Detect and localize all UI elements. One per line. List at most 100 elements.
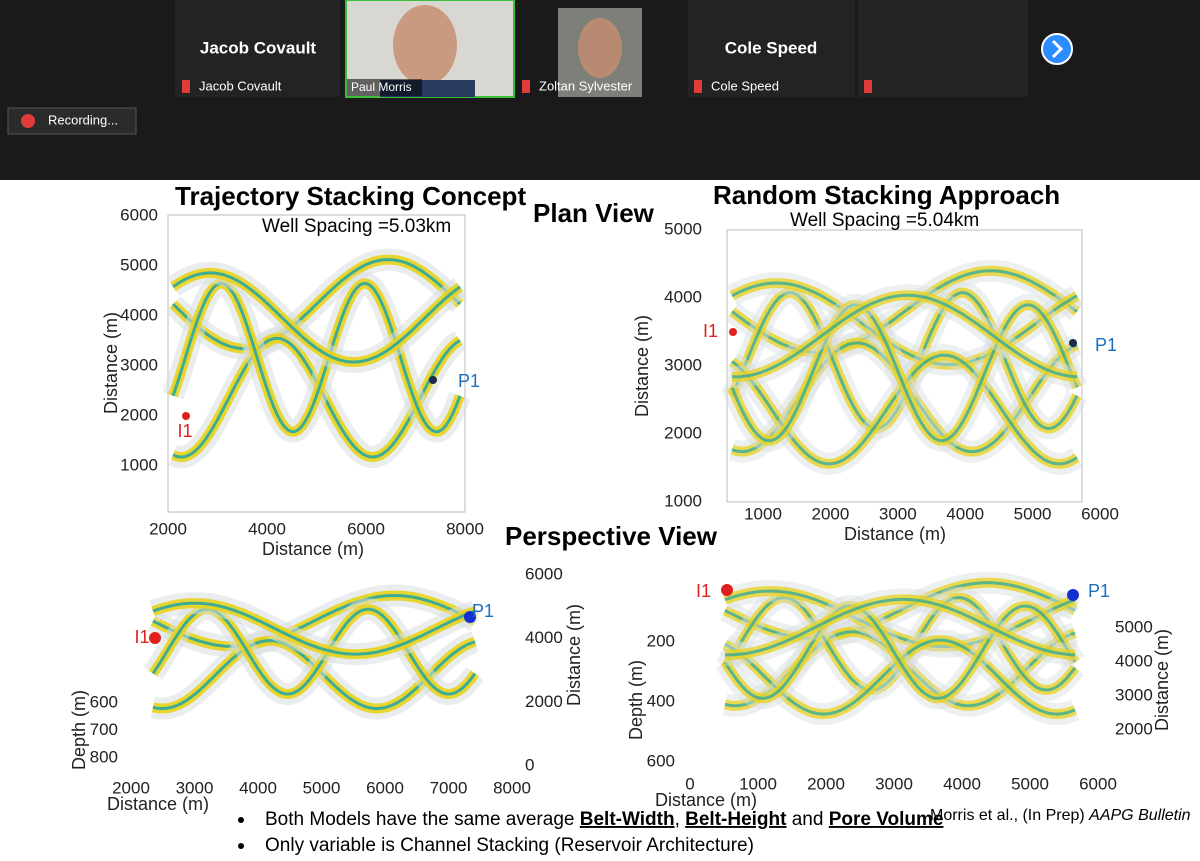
x-tick-label: 3000 bbox=[176, 778, 214, 797]
x-tick-label: 2000 bbox=[807, 774, 845, 793]
y2-axis-label: Distance (m) bbox=[564, 604, 584, 706]
y-tick-label: 1000 bbox=[664, 491, 702, 510]
slide-title: Random Stacking Approach bbox=[713, 180, 1060, 210]
x-tick-label: 6000 bbox=[1079, 774, 1117, 793]
text: Belt-Height bbox=[685, 809, 787, 830]
face bbox=[393, 5, 457, 85]
y-axis-label: Distance (m) bbox=[101, 312, 121, 414]
producer-label: P1 bbox=[1095, 335, 1117, 355]
tile bbox=[175, 0, 340, 97]
channel-belt bbox=[723, 604, 1077, 700]
citation: Morris et al., (In Prep) AAPG Bulletin bbox=[930, 807, 1191, 824]
text: , bbox=[675, 809, 686, 830]
channel-belt bbox=[171, 258, 462, 351]
well-spacing: Well Spacing =5.03km bbox=[262, 216, 451, 237]
injector-label: I1 bbox=[177, 421, 192, 441]
text: Pore Volume bbox=[829, 809, 944, 830]
channel-belt bbox=[731, 281, 1078, 367]
x-tick-label: 3000 bbox=[879, 504, 917, 523]
record-dot bbox=[21, 114, 35, 128]
x-tick-label: 5000 bbox=[303, 778, 341, 797]
recording-indicator[interactable] bbox=[7, 107, 137, 135]
x-tick-label: 0 bbox=[685, 774, 694, 793]
y-tick-label: 5000 bbox=[120, 255, 158, 274]
section-label: Perspective View bbox=[505, 521, 718, 551]
x-tick-label: 8000 bbox=[493, 778, 531, 797]
injector-label: I1 bbox=[703, 321, 718, 341]
channel-belt bbox=[152, 601, 476, 656]
y-axis-label: Distance (m) bbox=[632, 315, 652, 417]
x-tick-label: 4000 bbox=[946, 504, 984, 523]
y-tick-label: 1000 bbox=[120, 455, 158, 474]
mute-icons bbox=[182, 80, 872, 93]
y2-tick-label: 5000 bbox=[1115, 617, 1153, 636]
channel-belt bbox=[172, 271, 461, 364]
x-tick-label: 8000 bbox=[446, 519, 484, 538]
y2-axis-label: Distance (m) bbox=[1152, 629, 1172, 731]
plot-frame bbox=[167, 214, 466, 513]
x-axis-label: Distance (m) bbox=[107, 794, 209, 814]
tile-title: Cole Speed bbox=[725, 38, 818, 57]
producer-well bbox=[1069, 339, 1077, 347]
producer-label: P1 bbox=[1088, 581, 1110, 601]
y-tick-label: 3000 bbox=[120, 355, 158, 374]
x-tick-label: 2000 bbox=[149, 519, 187, 538]
x-tick-label: 6000 bbox=[1081, 504, 1119, 523]
x-tick-label: 2000 bbox=[112, 778, 150, 797]
channel-belt bbox=[152, 593, 476, 649]
bullet: Only variable is Channel Stacking (Reser… bbox=[265, 835, 754, 856]
text: and bbox=[786, 809, 828, 830]
next-page-button[interactable] bbox=[1041, 33, 1073, 65]
y-tick-label: 200 bbox=[647, 631, 675, 650]
text: Only variable is Channel Stacking (Reser… bbox=[265, 835, 754, 856]
tile bbox=[688, 0, 855, 97]
y2-tick-label: 0 bbox=[525, 755, 534, 774]
channel-belt bbox=[724, 589, 1076, 649]
tile-label: Paul Morris bbox=[351, 80, 412, 94]
x-tick-label: 4000 bbox=[943, 774, 981, 793]
y-tick-label: 800 bbox=[90, 747, 118, 766]
producer-label: P1 bbox=[458, 371, 480, 391]
x-axis-label: Distance (m) bbox=[262, 539, 364, 559]
plots: 2000 4000 6000 8000100020003000400050006000… bbox=[69, 205, 1172, 813]
tile-label: Jacob Covault bbox=[199, 78, 282, 93]
x-tick-label: 4000 bbox=[248, 519, 286, 538]
x-tick-label: 4000 bbox=[239, 778, 277, 797]
y-tick-label: 400 bbox=[647, 691, 675, 710]
section-label: Plan View bbox=[533, 198, 655, 228]
x-axis-label: Distance (m) bbox=[844, 524, 946, 544]
x-tick-label: 3000 bbox=[875, 774, 913, 793]
x-tick-label: 5000 bbox=[1014, 504, 1052, 523]
slide-title: Trajectory Stacking Concept bbox=[175, 181, 526, 211]
tile-title: Jacob Covault bbox=[200, 38, 317, 57]
y-tick-label: 600 bbox=[647, 751, 675, 770]
text: Morris et al., (In Prep) bbox=[930, 807, 1089, 824]
tile-label: Cole Speed bbox=[711, 78, 779, 93]
text: Both Models have the same average bbox=[265, 809, 580, 830]
bullet-dot bbox=[238, 843, 244, 849]
face bbox=[578, 18, 622, 78]
y-tick-label: 2000 bbox=[120, 405, 158, 424]
y-tick-label: 5000 bbox=[664, 219, 702, 238]
injector-label: I1 bbox=[696, 581, 711, 601]
plot-frame bbox=[726, 229, 1083, 503]
injector-well bbox=[721, 584, 733, 596]
channel-belt bbox=[724, 581, 1076, 640]
y-tick-label: 2000 bbox=[664, 423, 702, 442]
y2-tick-label: 4000 bbox=[525, 628, 563, 647]
x-tick-label: 1000 bbox=[739, 774, 777, 793]
text: Belt-Width bbox=[580, 809, 675, 830]
bullet-dot bbox=[238, 817, 244, 823]
channel-belt bbox=[730, 303, 1079, 443]
producer-label: P1 bbox=[472, 601, 494, 621]
y-tick-label: 3000 bbox=[664, 355, 702, 374]
x-axis-label: Distance (m) bbox=[655, 790, 757, 810]
y2-tick-label: 2000 bbox=[1115, 719, 1153, 738]
tile-label: Zoltan Sylvester bbox=[539, 78, 633, 93]
channel-belt bbox=[725, 597, 1076, 657]
y2-tick-label: 4000 bbox=[1115, 651, 1153, 670]
y-tick-label: 600 bbox=[90, 692, 118, 711]
y-axis-label: Depth (m) bbox=[626, 660, 646, 740]
producer-well bbox=[429, 376, 437, 384]
x-tick-label: 6000 bbox=[347, 519, 385, 538]
